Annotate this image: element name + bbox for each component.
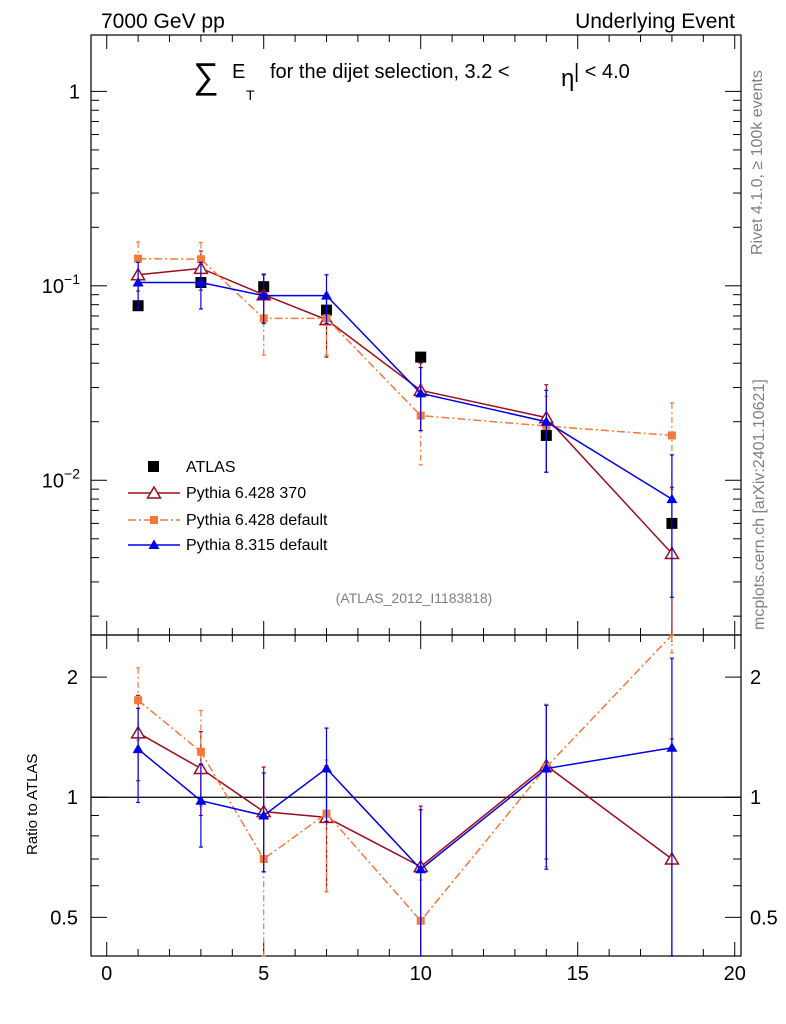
title-text: for the dijet selection, 3.2 < — [270, 61, 510, 83]
ratio-y-tick-label-right: 1 — [750, 787, 761, 809]
ratio-series-point — [132, 743, 144, 754]
mcplots-label: mcplots.cern.ch [arXiv:2401.10621] — [751, 379, 768, 630]
legend-label-p6-370: Pythia 6.428 370 — [186, 485, 306, 502]
title-t: T — [246, 87, 255, 103]
x-tick-label: 5 — [258, 963, 269, 985]
legend-label-p6-default: Pythia 6.428 default — [186, 512, 328, 529]
rivet-label: Rivet 4.1.0, ≥ 100k events — [749, 70, 766, 255]
main-series-point — [540, 416, 552, 426]
x-tick-label: 0 — [101, 963, 112, 985]
main-series-point — [667, 431, 676, 440]
ratio-series-line — [137, 634, 673, 922]
legend-marker-p8 — [148, 539, 160, 549]
ratio-series-point — [321, 763, 333, 773]
ratio-ylabel: Ratio to ATLAS — [24, 754, 41, 855]
ratio-series-line — [137, 732, 673, 868]
header-right: Underlying Event — [575, 10, 735, 33]
title-tail: | < 4.0 — [574, 61, 630, 83]
header-left: 7000 GeV pp — [101, 10, 225, 33]
ratio-series-point — [540, 763, 552, 773]
title-eta: η — [561, 65, 574, 92]
legend-label-atlas: ATLAS — [186, 459, 236, 476]
main-series-point — [415, 387, 427, 398]
title-e: E — [232, 61, 245, 83]
axes-layer: 0 5 10 15 20 10−2 10−1 1 0.5 0.5 1 1 2 2 — [42, 35, 778, 985]
y-tick-label: 10−2 — [42, 465, 80, 492]
main-series-line — [138, 257, 672, 437]
watermark: (ATLAS_2012_I1183818) — [336, 590, 493, 606]
legend: ATLAS Pythia 6.428 370 Pythia 6.428 defa… — [128, 459, 328, 554]
series-layer — [130, 241, 680, 957]
atlas-point — [415, 351, 427, 363]
legend-marker-p6-default — [150, 516, 158, 524]
ratio-series-point — [195, 795, 207, 805]
x-tick-label: 10 — [410, 963, 432, 985]
legend-label-p8: Pythia 8.315 default — [186, 537, 328, 554]
ratio-y-tick-label: 0.5 — [50, 907, 78, 929]
main-series-line — [138, 267, 673, 555]
ratio-y-tick-label: 2 — [67, 667, 78, 689]
y-tick-label: 1 — [69, 81, 80, 103]
legend-marker-p6-370 — [146, 485, 162, 499]
legend-marker-atlas — [148, 461, 159, 472]
y-tick-label: 10−1 — [42, 271, 80, 298]
ratio-y-tick-label-right: 2 — [750, 667, 761, 689]
main-series-point — [195, 277, 207, 287]
ratio-series-point — [134, 696, 143, 705]
ratio-series-point — [415, 863, 427, 874]
x-tick-label: 15 — [567, 963, 589, 985]
ratio-series-point — [258, 809, 270, 820]
ratio-series-point — [196, 747, 205, 756]
ratio-series-line — [137, 747, 673, 871]
main-series-point — [134, 254, 143, 263]
main-series-point — [132, 277, 144, 287]
ratio-y-tick-label-right: 0.5 — [750, 907, 778, 929]
main-series-point — [666, 493, 678, 504]
title-sigma: ∑ — [193, 55, 219, 96]
main-series-point — [196, 255, 205, 264]
ratio-series-point — [666, 742, 678, 752]
ratio-y-tick-label: 1 — [67, 787, 78, 809]
x-tick-label: 20 — [724, 963, 746, 985]
ratio-frame — [90, 634, 742, 957]
main-series-point — [321, 290, 333, 300]
main-series-point — [258, 290, 270, 300]
